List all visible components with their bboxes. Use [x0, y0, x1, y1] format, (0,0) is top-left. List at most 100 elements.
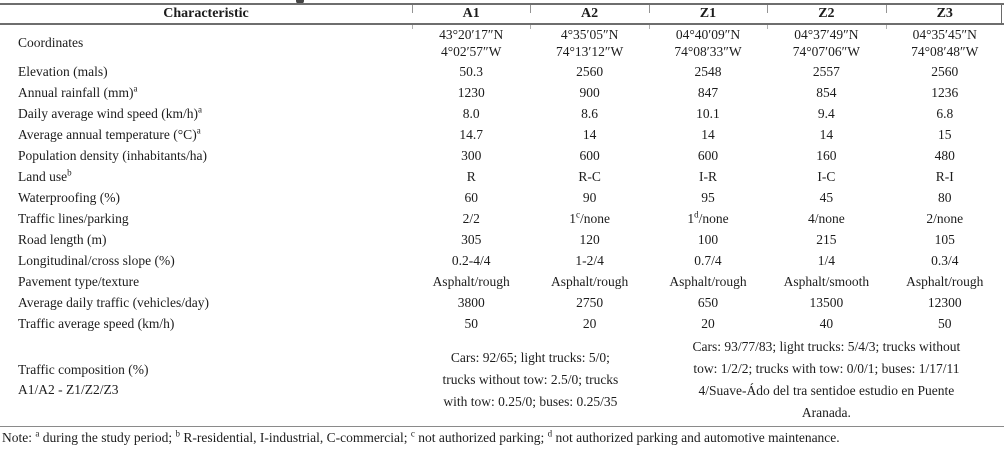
value-cell-z2: 2557	[812, 63, 840, 79]
value-cell-z2: 9.4	[817, 105, 835, 121]
value-cell-a1: 300	[461, 147, 482, 163]
value-cell-a2: 900	[579, 84, 600, 100]
row-population-density: Population density (inhabitants/ha) 300 …	[0, 145, 1004, 166]
row-label-sup: a	[196, 125, 201, 135]
value-cell-z3: 1236	[931, 84, 959, 100]
composition-line: trucks without tow: 2.5/0; trucks	[442, 372, 619, 387]
value-cell-z1: 14	[701, 126, 715, 142]
row-elevation: Elevation (mals) 50.3 2560 2548 2557 256…	[0, 61, 1004, 82]
row-label-text: Waterproofing (%)	[18, 189, 120, 205]
column-divider-tick	[412, 5, 413, 13]
value-cell-z3: 12300	[927, 294, 962, 310]
value-cell-z1: Asphalt/rough	[669, 273, 747, 289]
value-cell-z1: 2548	[694, 63, 722, 79]
row-label-text: Road length (m)	[18, 231, 107, 247]
longitude: 74°08′48″W	[911, 44, 979, 59]
cell-sup: d	[694, 209, 699, 219]
value-cell-a2: 1-2/4	[575, 252, 604, 268]
row-label-line2: A1/A2 - Z1/Z2/Z3	[18, 382, 119, 397]
value-cell-z3: Asphalt/rough	[906, 273, 984, 289]
row-label-text: Traffic average speed (km/h)	[18, 315, 175, 331]
value-cell-z1: 650	[697, 294, 719, 310]
value-cell-a1: 50	[464, 315, 478, 331]
row-label-text: Population density (inhabitants/ha)	[18, 147, 207, 163]
value-cell-a2: 14	[582, 126, 597, 142]
latitude: 04°35′45″N	[912, 27, 977, 42]
value-cell-a2: 600	[579, 147, 600, 163]
scan-artifact	[296, 0, 304, 4]
row-label: Traffic lines/parking	[18, 210, 129, 226]
value-cell-z2: 13500	[809, 294, 844, 310]
column-divider-tick	[886, 25, 887, 29]
row-label-text: Land use	[18, 168, 68, 184]
row-label-traffic-composition: Traffic composition (%) A1/A2 - Z1/Z2/Z3	[0, 360, 412, 400]
row-label: Annual rainfall (mm)a	[0, 84, 412, 101]
cell-text: 1	[569, 210, 576, 226]
value-cell-a2: 120	[579, 231, 600, 247]
row-label: Pavement type/texture	[0, 274, 412, 290]
longitude: 74°13′12″W	[555, 44, 624, 59]
column-divider-tick	[649, 25, 650, 29]
composition-line: with tow: 0.25/0; buses: 0.25/35	[443, 394, 618, 409]
row-label: Road length (m)	[0, 232, 412, 248]
value-cell-z3: 0.3/4	[931, 252, 959, 268]
value-cell-z1: 20	[701, 315, 715, 331]
value-cell-z2: 215	[816, 231, 837, 247]
cell-text: 4/none	[807, 210, 845, 226]
composition-line: Cars: 92/65; light trucks: 5/0;	[450, 350, 610, 365]
header-z1: Z1	[699, 6, 717, 21]
value-cell-z3: R-I	[935, 168, 954, 184]
row-label-text: Annual rainfall (mm)	[18, 84, 134, 100]
note-sup-c: c	[410, 428, 415, 439]
value-cell-z3: 2560	[931, 63, 959, 79]
row-pavement: Pavement type/texture Asphalt/rough Asph…	[0, 271, 1004, 292]
row-label: Elevation (mals)	[0, 64, 412, 80]
row-label-text: Average annual temperature (°C)	[18, 126, 197, 142]
coordinates-cell-a2: 4°35′05″N 74°13′12″W	[530, 25, 648, 61]
row-label: Waterproofing (%)	[0, 190, 412, 206]
cell-sup: c	[575, 209, 580, 219]
row-label-text: Elevation (mals)	[18, 63, 108, 79]
value-cell-z2: 854	[816, 84, 837, 100]
value-cell-z3: 80	[938, 189, 952, 205]
value-cell-a1: 14.7	[459, 126, 483, 142]
row-traffic-composition: Traffic composition (%) A1/A2 - Z1/Z2/Z3…	[0, 334, 1004, 426]
row-label: Longitudinal/cross slope (%)	[0, 253, 412, 269]
row-label-text: Pavement type/texture	[18, 273, 140, 289]
longitude: 74°08′33″W	[674, 44, 742, 59]
longitude: 74°07′06″W	[792, 44, 860, 59]
value-cell-z2: 160	[816, 147, 837, 163]
value-cell-a2: 2560	[576, 63, 604, 79]
row-annual-rainfall: Annual rainfall (mm)a 1230 900 847 854 1…	[0, 82, 1004, 103]
table-note: Note: a during the study period; b R-res…	[0, 426, 1004, 451]
row-waterproofing: Waterproofing (%) 60 90 95 45 80	[0, 187, 1004, 208]
traffic-composition-z1-z2-z3-cell: Cars: 93/77/83; light trucks: 5/4/3; tru…	[649, 336, 1004, 424]
composition-line: tow: 1/2/2; trucks with tow: 0/0/1; buse…	[693, 361, 960, 376]
note-text: during the study period;	[39, 430, 176, 445]
header-characteristic: Characteristic	[163, 6, 249, 21]
note-sup-b: b	[175, 428, 180, 439]
longitude: 4°02′57″W	[440, 44, 502, 59]
column-divider-tick	[886, 5, 887, 13]
composition-line: Aranada.	[801, 405, 851, 420]
row-label: Average daily traffic (vehicles/day)	[0, 295, 412, 311]
value-cell-a1: 3800	[457, 294, 485, 310]
value-cell-a1: 305	[461, 231, 482, 247]
column-divider-tick	[767, 25, 768, 29]
row-label-line1: Traffic composition (%)	[18, 362, 149, 377]
composition-line: 4/Suave-Ádo del tra sentidoe estudio en …	[698, 383, 955, 398]
row-label-text: Average daily traffic (vehicles/day)	[18, 294, 210, 310]
row-road-length: Road length (m) 305 120 100 215 105	[0, 229, 1004, 250]
column-divider-tick	[649, 5, 650, 13]
value-cell-z2: Asphalt/smooth	[783, 273, 870, 289]
value-cell-z1: 600	[697, 147, 719, 163]
row-label-sup: b	[67, 167, 72, 177]
value-cell-z1: 10.1	[696, 105, 720, 121]
value-cell-a1: 2/2	[412, 211, 530, 227]
latitude: 04°37′49″N	[794, 27, 859, 42]
value-cell-a1: 1230	[457, 84, 485, 100]
value-cell-a2: Asphalt/rough	[550, 273, 629, 289]
value-cell-z1: 1d/none	[649, 209, 767, 227]
latitude: 43°20′17″N	[439, 27, 504, 42]
